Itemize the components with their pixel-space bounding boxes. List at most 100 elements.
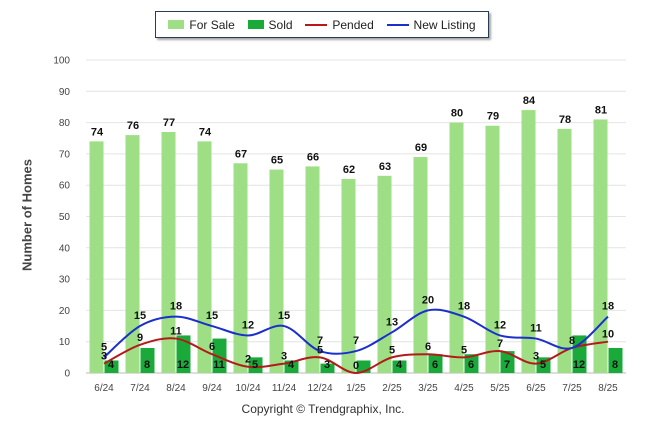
x-tick-label: 8/25	[598, 383, 618, 394]
data-label-pended: 6	[209, 341, 215, 353]
y-tick-label: 60	[59, 181, 71, 192]
y-tick-label: 20	[59, 306, 71, 317]
x-tick-label: 9/24	[202, 383, 222, 394]
y-tick-label: 80	[59, 118, 71, 129]
legend: For Sale Sold Pended New Listing	[155, 11, 489, 38]
data-label-pended: 8	[569, 335, 575, 347]
data-label-sold: 3	[324, 359, 330, 371]
legend-label-pended: Pended	[332, 17, 374, 32]
bar-for-sale	[89, 141, 104, 373]
bar-for-sale	[197, 141, 212, 373]
data-label-pended: 5	[317, 344, 323, 356]
y-tick-label: 10	[59, 337, 71, 348]
data-label-new-listing: 12	[494, 319, 506, 331]
for-sale-swatch	[168, 20, 185, 29]
data-label-for-sale: 65	[271, 155, 283, 167]
pended-swatch	[305, 23, 328, 26]
x-tick-label: 3/25	[418, 383, 438, 394]
y-tick-label: 30	[59, 275, 71, 286]
data-label-sold: 7	[504, 359, 510, 371]
y-tick-label: 50	[59, 212, 71, 223]
bar-for-sale	[521, 110, 536, 373]
data-label-pended: 3	[281, 351, 287, 363]
y-tick-label: 100	[53, 56, 70, 67]
bar-sold	[176, 335, 191, 373]
data-label-sold: 12	[177, 359, 189, 371]
data-label-new-listing: 13	[386, 316, 398, 328]
legend-label-new-listing: New Listing	[413, 17, 476, 32]
data-label-sold: 6	[468, 359, 474, 371]
bar-for-sale	[485, 125, 500, 373]
sold-swatch	[247, 20, 264, 29]
legend-item-for-sale[interactable]: For Sale	[168, 17, 235, 32]
data-label-for-sale: 84	[523, 95, 536, 107]
data-label-sold: 5	[540, 359, 546, 371]
data-label-new-listing: 12	[242, 319, 254, 331]
bar-for-sale	[413, 157, 428, 373]
new-listing-swatch	[386, 23, 409, 26]
data-label-pended: 5	[389, 344, 395, 356]
data-label-new-listing: 15	[134, 310, 146, 322]
data-label-pended: 3	[533, 351, 539, 363]
y-tick-label: 40	[59, 243, 71, 254]
data-label-for-sale: 78	[559, 114, 571, 126]
bar-for-sale	[341, 178, 356, 373]
data-label-for-sale: 74	[91, 126, 104, 138]
data-label-new-listing: 7	[317, 335, 323, 347]
x-tick-label: 1/25	[346, 383, 366, 394]
line-new-listing	[103, 308, 609, 359]
legend-item-new-listing[interactable]: New Listing	[386, 17, 476, 32]
x-tick-label: 12/24	[307, 383, 332, 394]
data-label-new-listing: 18	[458, 301, 470, 313]
data-label-sold: 8	[144, 359, 150, 371]
data-label-pended: 2	[245, 354, 251, 366]
legend-label-sold: Sold	[268, 17, 293, 32]
data-label-pended: 3	[101, 351, 107, 363]
data-label-for-sale: 69	[415, 142, 427, 154]
data-label-for-sale: 74	[199, 126, 212, 138]
bar-sold	[212, 338, 227, 373]
data-label-new-listing: 18	[602, 301, 614, 313]
y-tick-label: 0	[64, 369, 70, 380]
data-label-new-listing: 15	[206, 310, 218, 322]
bar-for-sale	[557, 128, 572, 373]
data-label-for-sale: 67	[235, 148, 247, 160]
legend-item-pended[interactable]: Pended	[305, 17, 374, 32]
data-label-sold: 4	[108, 359, 115, 371]
x-tick-label: 8/24	[166, 383, 186, 394]
x-tick-label: 7/25	[562, 383, 582, 394]
data-label-for-sale: 66	[307, 151, 319, 163]
data-label-new-listing: 11	[530, 323, 542, 335]
bar-sold	[248, 357, 263, 373]
x-tick-label: 6/25	[526, 383, 546, 394]
x-tick-label: 7/24	[130, 383, 150, 394]
bar-for-sale	[125, 135, 140, 373]
data-label-pended: 7	[497, 338, 503, 350]
bar-for-sale	[269, 169, 284, 373]
data-label-pended: 11	[170, 326, 182, 338]
bar-for-sale	[593, 119, 608, 373]
bar-sold	[500, 351, 515, 373]
y-tick-label: 90	[59, 87, 71, 98]
bar-for-sale	[305, 166, 320, 373]
data-label-pended: 10	[602, 329, 614, 341]
data-label-sold: 6	[432, 359, 438, 371]
bar-sold	[608, 347, 623, 373]
data-label-new-listing: 5	[101, 341, 107, 353]
legend-item-sold[interactable]: Sold	[247, 17, 293, 32]
data-label-pended: 6	[425, 341, 431, 353]
data-label-new-listing: 15	[278, 310, 290, 322]
bar-sold	[320, 363, 335, 373]
bar-sold	[140, 347, 155, 373]
data-label-for-sale: 77	[163, 117, 175, 129]
x-tick-label: 11/24	[272, 383, 297, 394]
line-pended	[103, 337, 609, 375]
bar-for-sale	[161, 131, 176, 373]
data-label-new-listing: 7	[353, 335, 359, 347]
bar-sold	[104, 360, 119, 373]
x-tick-label: 2/25	[382, 383, 402, 394]
legend-label-for-sale: For Sale	[189, 17, 235, 32]
data-label-pended: 5	[461, 344, 467, 356]
